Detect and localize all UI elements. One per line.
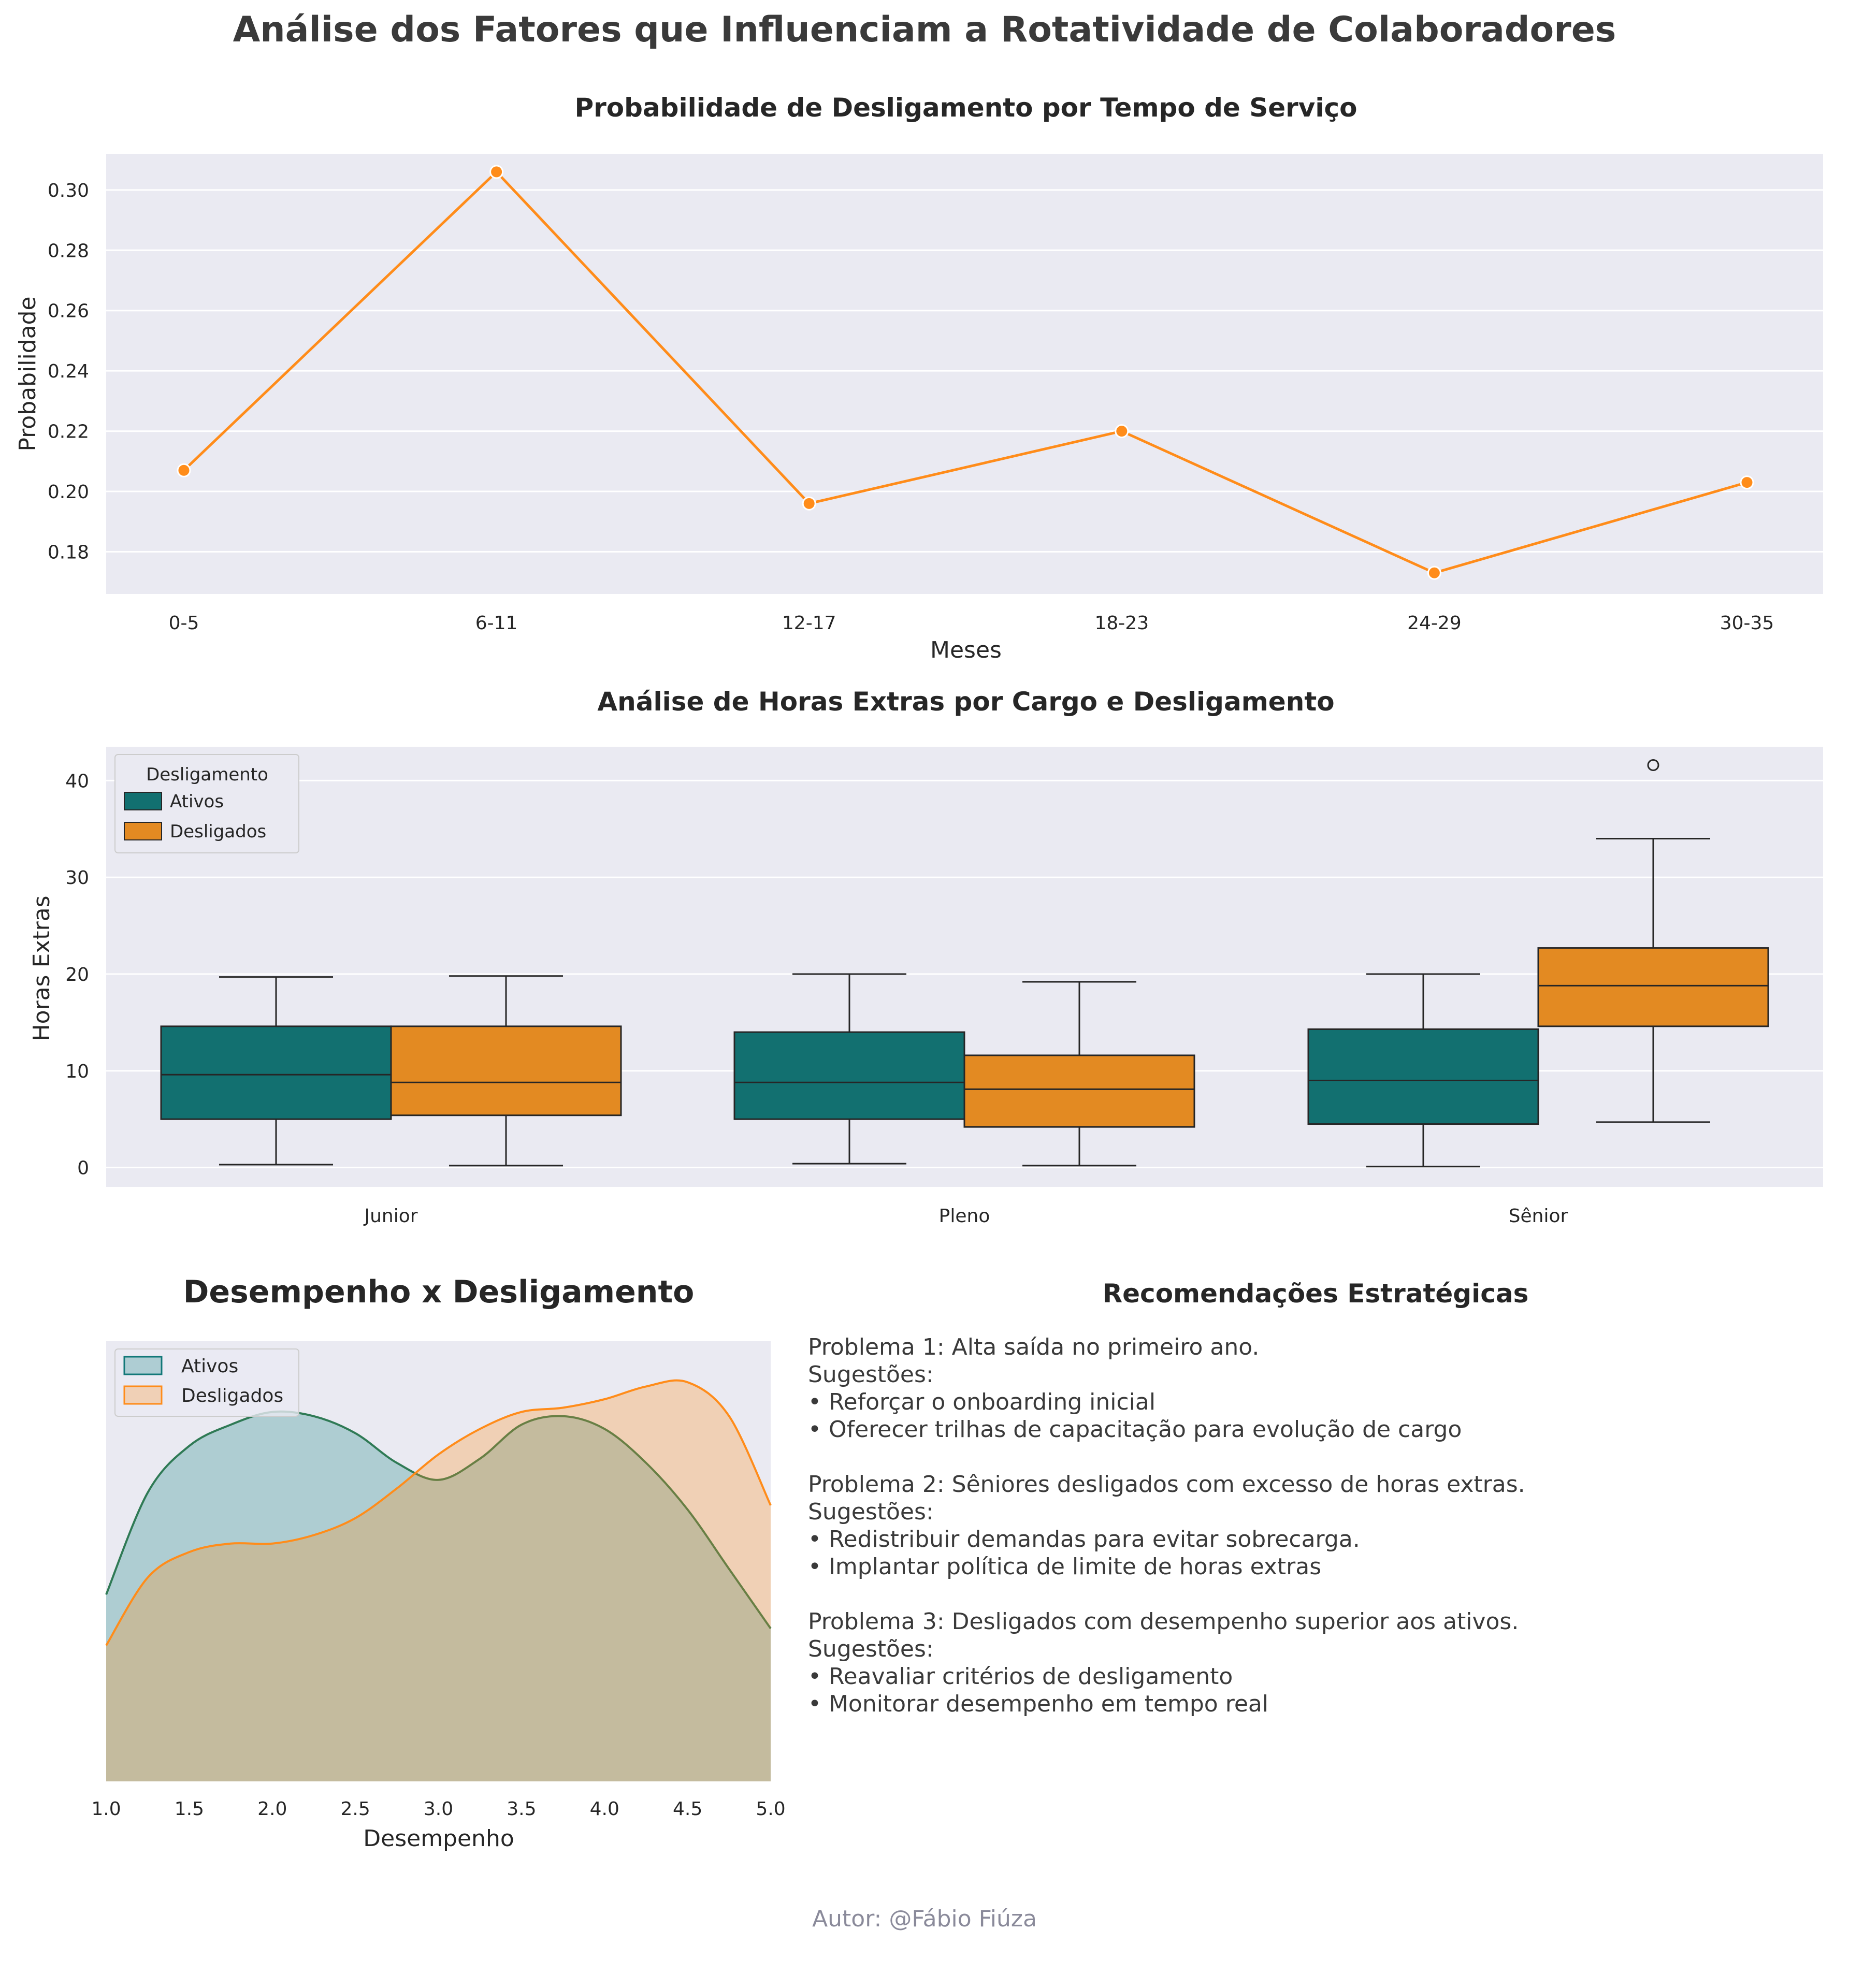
- line-x-tick-label: 0-5: [169, 613, 199, 634]
- box-iqr: [1537, 947, 1769, 1027]
- box-iqr: [1307, 1028, 1539, 1125]
- suggestion-3-1: • Reavaliar critérios de desligamento: [808, 1663, 1233, 1690]
- kde-x-tick-label: 4.0: [590, 1798, 619, 1820]
- recommendations-panel: Problema 1: Alta saída no primeiro ano. …: [808, 1333, 1818, 1745]
- suggestion-3-2: • Monitorar desempenho em tempo real: [808, 1691, 1269, 1717]
- box-iqr: [390, 1025, 622, 1116]
- box-x-tick-label: Pleno: [939, 1206, 990, 1227]
- problem-2: Problema 2: Sêniores desligados com exce…: [808, 1471, 1525, 1498]
- suggestions-label-1: Sugestões:: [808, 1361, 934, 1388]
- problem-1: Problema 1: Alta saída no primeiro ano.: [808, 1334, 1260, 1360]
- line-y-tick-label: 0.26: [48, 301, 89, 322]
- line-chart-title: Probabilidade de Desligamento por Tempo …: [574, 93, 1357, 123]
- line-data-point: [802, 496, 816, 511]
- recommendation-block-2: Problema 2: Sêniores desligados com exce…: [808, 1471, 1818, 1580]
- suggestions-label-2: Sugestões:: [808, 1499, 934, 1525]
- line-data-point: [1115, 424, 1129, 439]
- box-y-tick-label: 0: [77, 1158, 89, 1179]
- recommendation-block-1: Problema 1: Alta saída no primeiro ano. …: [808, 1333, 1818, 1443]
- box-legend-title: Desligamento: [146, 764, 268, 785]
- box-chart: Análise de Horas Extras por Cargo e Desl…: [28, 687, 1823, 1227]
- kde-chart: Desempenho x Desligamento 1.0 1.5 2.0 2.5 3.…: [91, 1274, 785, 1852]
- line-data-point: [1427, 565, 1441, 580]
- line-data-point: [177, 463, 191, 477]
- kde-line-desligados: [105, 1379, 772, 1646]
- suggestion-2-1: • Redistribuir demandas para evitar sobr…: [808, 1526, 1360, 1552]
- suggestion-1-2: • Oferecer trilhas de capacitação para e…: [808, 1416, 1462, 1443]
- line-x-tick-label: 30-35: [1720, 613, 1774, 634]
- line-y-axis-label: Probabilidade: [15, 296, 41, 451]
- box-iqr: [733, 1031, 965, 1120]
- line-y-tick-label: 0.30: [48, 180, 89, 201]
- line-x-tick-label: 12-17: [782, 613, 836, 634]
- figure-title: Análise dos Fatores que Influenciam a Ro…: [233, 9, 1616, 50]
- line-y-tick-label: 0.24: [48, 361, 89, 382]
- suggestion-2-2: • Implantar política de limite de horas …: [808, 1554, 1322, 1580]
- problem-3: Problema 3: Desligados com desempenho su…: [808, 1608, 1519, 1635]
- kde-x-tick-label: 1.0: [91, 1798, 121, 1820]
- kde-x-tick-label: 2.0: [257, 1798, 287, 1820]
- kde-legend-label: Desligados: [181, 1385, 283, 1406]
- box-iqr: [963, 1054, 1195, 1128]
- box-x-tick-label: Sênior: [1509, 1206, 1568, 1227]
- kde-x-tick-label: 3.5: [507, 1798, 536, 1820]
- line-series: [183, 170, 1747, 574]
- line-y-tick-label: 0.28: [48, 240, 89, 262]
- recommendation-block-3: Problema 3: Desligados com desempenho su…: [808, 1608, 1818, 1718]
- line-x-tick-label: 18-23: [1094, 613, 1149, 634]
- line-chart: Probabilidade de Desligamento por Tempo …: [15, 93, 1823, 663]
- line-y-tick-label: 0.22: [48, 422, 89, 443]
- line-data-point: [489, 165, 504, 179]
- line-x-tick-label: 24-29: [1407, 613, 1462, 634]
- kde-x-axis-label: Desempenho: [363, 1825, 514, 1852]
- box-iqr: [160, 1025, 392, 1120]
- kde-legend-label: Ativos: [181, 1356, 238, 1377]
- kde-area-ativos: [106, 1411, 771, 1781]
- line-y-tick-label: 0.18: [48, 542, 89, 563]
- suggestion-1-1: • Reforçar o onboarding inicial: [808, 1389, 1156, 1415]
- recommendations-title: Recomendações Estratégicas: [1103, 1279, 1529, 1309]
- kde-chart-title: Desempenho x Desligamento: [183, 1274, 695, 1310]
- kde-line-ativos: [105, 1410, 772, 1629]
- kde-x-tick-label: 4.5: [673, 1798, 702, 1820]
- line-data-point: [1740, 475, 1754, 490]
- box-legend-swatch: [124, 792, 162, 810]
- box-y-tick-label: 10: [65, 1061, 89, 1082]
- line-plot-area: [106, 154, 1823, 594]
- kde-legend-swatch: [123, 1356, 163, 1375]
- box-y-tick-label: 30: [65, 867, 89, 889]
- box-x-tick-label: Junior: [363, 1206, 417, 1227]
- box-legend-label: Desligados: [170, 821, 266, 842]
- line-x-axis-label: Meses: [930, 637, 1002, 663]
- box-chart-title: Análise de Horas Extras por Cargo e Desl…: [597, 687, 1334, 717]
- kde-x-tick-label: 5.0: [756, 1798, 785, 1820]
- line-y-tick-label: 0.20: [48, 482, 89, 503]
- kde-x-tick-label: 3.0: [424, 1798, 453, 1820]
- box-legend: Desligamento Ativos Desligados: [114, 754, 299, 853]
- author-credit: Autor: @Fábio Fiúza: [812, 1906, 1037, 1932]
- kde-legend: Ativos Desligados: [114, 1348, 299, 1417]
- kde-x-tick-label: 1.5: [175, 1798, 204, 1820]
- kde-legend-swatch: [123, 1385, 163, 1405]
- box-y-tick-label: 40: [65, 771, 89, 792]
- suggestions-label-3: Sugestões:: [808, 1636, 934, 1662]
- box-y-tick-label: 20: [65, 964, 89, 985]
- box-y-axis-label: Horas Extras: [28, 895, 55, 1041]
- box-legend-label: Ativos: [170, 791, 224, 812]
- box-outlier: [1647, 759, 1659, 771]
- box-legend-swatch: [124, 822, 162, 840]
- line-x-tick-label: 6-11: [475, 613, 518, 634]
- kde-area-desligados: [106, 1380, 771, 1781]
- kde-x-tick-label: 2.5: [340, 1798, 370, 1820]
